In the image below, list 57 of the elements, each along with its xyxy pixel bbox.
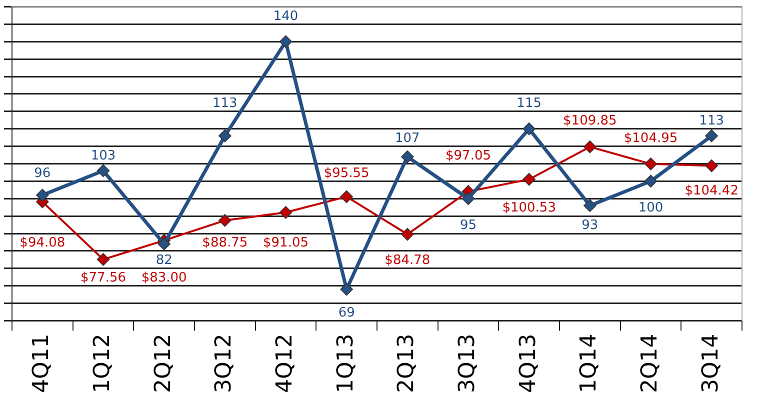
point bbox=[401, 228, 414, 241]
data-label: 100 bbox=[638, 200, 664, 216]
x-tick-label: 3Q14 bbox=[698, 334, 724, 394]
x-tick-label: 1Q14 bbox=[576, 334, 602, 394]
data-label: $83.00 bbox=[141, 270, 187, 286]
data-label: $91.05 bbox=[263, 236, 308, 251]
data-label: 93 bbox=[582, 218, 598, 234]
point bbox=[279, 206, 292, 219]
point bbox=[218, 129, 232, 142]
data-label: $104.42 bbox=[684, 183, 738, 198]
point bbox=[462, 192, 475, 206]
point bbox=[644, 158, 658, 170]
data-label: $104.95 bbox=[624, 130, 678, 146]
point bbox=[522, 172, 536, 186]
data-label: $84.78 bbox=[384, 253, 430, 268]
point bbox=[340, 282, 353, 296]
data-label: 69 bbox=[338, 305, 355, 320]
point bbox=[584, 199, 596, 212]
data-label: $95.55 bbox=[324, 166, 370, 181]
point bbox=[705, 129, 718, 142]
data-label: $94.08 bbox=[20, 236, 66, 251]
data-label: 113 bbox=[699, 114, 724, 129]
point bbox=[340, 190, 353, 204]
x-tick-label: 3Q12 bbox=[212, 334, 237, 394]
x-tick-label: 4Q12 bbox=[272, 334, 298, 394]
point bbox=[279, 35, 292, 48]
x-tick-label: 1Q13 bbox=[333, 334, 358, 394]
data-label: 140 bbox=[273, 8, 298, 24]
data-label: 82 bbox=[156, 253, 172, 268]
x-tick-label: 2Q13 bbox=[394, 334, 420, 394]
data-label: 103 bbox=[90, 148, 116, 164]
data-label: $97.05 bbox=[446, 148, 491, 164]
point bbox=[644, 174, 658, 188]
point bbox=[584, 140, 596, 154]
data-label: 115 bbox=[516, 96, 542, 112]
data-label: 96 bbox=[34, 166, 51, 181]
x-tick-label: 3Q13 bbox=[454, 334, 480, 394]
data-label: 95 bbox=[460, 218, 477, 234]
data-label: $109.85 bbox=[563, 114, 617, 129]
data-label: $100.53 bbox=[502, 200, 556, 216]
data-label: $88.75 bbox=[202, 236, 248, 251]
point bbox=[96, 164, 110, 178]
point bbox=[158, 238, 170, 250]
x-tick-label: 4Q11 bbox=[29, 334, 54, 394]
point bbox=[218, 214, 232, 227]
point bbox=[705, 159, 718, 172]
point bbox=[401, 150, 414, 164]
x-tick-label: 4Q13 bbox=[516, 334, 541, 394]
point bbox=[96, 253, 110, 266]
point bbox=[522, 122, 536, 136]
data-label: 107 bbox=[395, 130, 420, 146]
point bbox=[36, 188, 49, 202]
x-tick-label: 2Q14 bbox=[637, 334, 662, 394]
data-label: $77.56 bbox=[80, 270, 126, 286]
data-label: 113 bbox=[212, 96, 238, 112]
x-tick-label: 1Q12 bbox=[90, 334, 115, 394]
x-tick-label: 2Q12 bbox=[150, 334, 176, 394]
